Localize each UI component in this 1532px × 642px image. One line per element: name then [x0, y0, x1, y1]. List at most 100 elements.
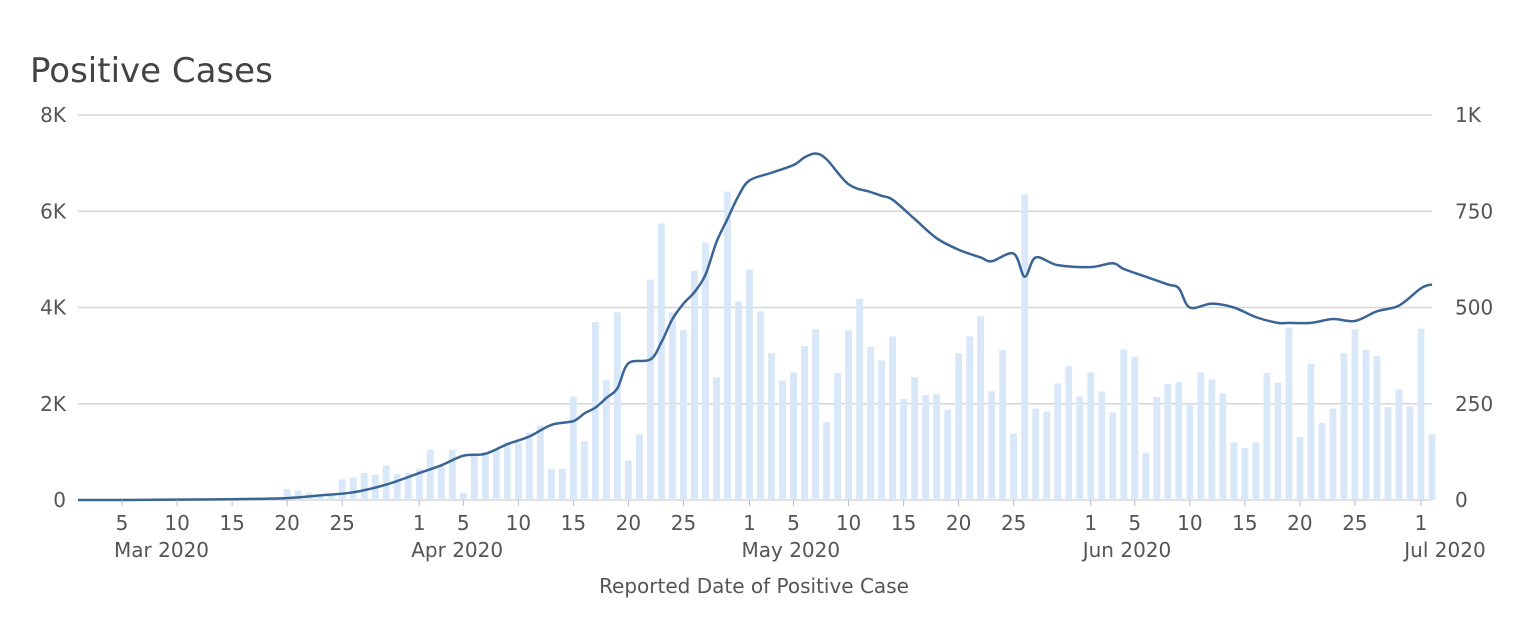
case-bar: [1219, 393, 1227, 500]
case-bar: [613, 312, 621, 500]
case-bar: [1153, 397, 1161, 500]
case-bar: [746, 269, 753, 500]
x-tick-label: 1: [743, 511, 756, 535]
x-month-label: May 2020: [741, 538, 840, 562]
case-bar: [1164, 384, 1172, 500]
case-bar: [1120, 349, 1128, 500]
case-bar: [1197, 372, 1205, 500]
x-month-label: Mar 2020: [114, 538, 209, 562]
right-axis-tick-label: 500: [1455, 296, 1493, 320]
case-bar: [1010, 433, 1018, 500]
x-tick-label: 15: [561, 511, 586, 535]
x-tick-label: 20: [946, 511, 971, 535]
case-bar: [415, 468, 423, 500]
case-bar: [338, 479, 346, 500]
case-bar: [1208, 379, 1216, 500]
case-bar: [283, 488, 291, 500]
case-bar: [404, 473, 412, 500]
case-bar: [393, 474, 401, 500]
case-bar: [702, 242, 709, 500]
x-tick-label: 10: [506, 511, 531, 535]
x-month-label: Apr 2020: [411, 538, 503, 562]
case-bar: [933, 394, 941, 501]
x-tick-label: 25: [671, 511, 696, 535]
x-tick-label: 5: [1128, 511, 1141, 535]
x-tick-label: 10: [1177, 511, 1202, 535]
case-bar: [713, 377, 720, 500]
left-axis-tick-label: 6K: [40, 199, 67, 223]
case-bar: [922, 395, 930, 500]
case-bar: [316, 494, 324, 500]
case-bar: [977, 316, 985, 500]
case-bar: [426, 449, 434, 500]
x-tick-label: 25: [1342, 511, 1367, 535]
x-tick-label: 1: [1415, 511, 1428, 535]
case-bar: [1406, 406, 1414, 500]
case-bar: [437, 466, 445, 500]
case-bar: [1109, 412, 1117, 500]
chart-title: Positive Cases: [30, 51, 273, 91]
right-y-axis: 0 250 500 750 1K: [1455, 103, 1493, 512]
case-bar: [448, 449, 456, 500]
left-axis-tick-label: 8K: [40, 103, 67, 127]
case-bar: [845, 330, 852, 500]
x-tick-label: 5: [787, 511, 800, 535]
case-bar: [955, 353, 963, 500]
x-tick-label: 20: [274, 511, 299, 535]
case-bar: [591, 321, 599, 500]
case-bar: [1241, 448, 1249, 500]
x-tick-label: 10: [836, 511, 861, 535]
case-bar: [812, 329, 819, 500]
case-bar: [360, 473, 368, 500]
case-bar: [558, 468, 566, 500]
case-bar: [691, 270, 698, 500]
x-tick-label: 20: [616, 511, 641, 535]
right-axis-tick-label: 1K: [1455, 103, 1482, 127]
x-tick-label: 15: [891, 511, 916, 535]
case-bar: [1175, 382, 1183, 500]
x-axis: 5 Mar 2020 10 15 20 25 1 Apr 2020 5 10 15 20 25 1 May …: [114, 500, 1486, 562]
left-axis-tick-label: 0: [53, 488, 66, 512]
case-bar: [768, 353, 775, 500]
case-bar: [481, 451, 489, 501]
case-bar: [856, 298, 863, 500]
case-bar: [1054, 383, 1062, 500]
right-axis-tick-label: 250: [1455, 392, 1493, 416]
case-bar: [1186, 403, 1194, 500]
case-bar: [911, 377, 919, 500]
case-bar: [1318, 423, 1326, 500]
case-bar: [1417, 328, 1425, 500]
x-tick-label: 25: [1001, 511, 1026, 535]
case-bar: [624, 460, 632, 500]
case-bar: [536, 425, 544, 500]
case-bar: [801, 346, 808, 500]
case-bar: [1131, 356, 1139, 500]
case-bar: [1384, 407, 1392, 500]
case-bar: [757, 311, 764, 500]
case-bar: [1263, 372, 1271, 500]
case-bar: [492, 449, 500, 500]
case-bar: [669, 312, 676, 500]
moving-average-line: [77, 152, 1433, 502]
case-bar: [580, 441, 588, 500]
x-tick-label: 15: [1232, 511, 1257, 535]
case-bar: [1285, 327, 1293, 500]
case-bar: [735, 301, 742, 500]
case-bar: [1043, 411, 1051, 500]
case-bar: [680, 330, 687, 500]
case-bar: [1351, 329, 1359, 500]
case-bar: [779, 380, 786, 500]
left-y-axis: 0 2K 4K 6K 8K: [40, 103, 67, 512]
case-bar: [569, 396, 577, 500]
case-bar: [1373, 356, 1381, 500]
case-bar: [1362, 349, 1370, 500]
case-bar: [1142, 452, 1150, 500]
x-month-label: Jun 2020: [1081, 538, 1172, 562]
case-bar: [658, 223, 665, 500]
gridlines: [78, 114, 1432, 501]
case-bar: [294, 490, 302, 501]
case-bar: [1296, 436, 1304, 500]
case-bar: [834, 372, 841, 500]
case-bar: [459, 492, 467, 500]
case-bar: [878, 360, 886, 500]
